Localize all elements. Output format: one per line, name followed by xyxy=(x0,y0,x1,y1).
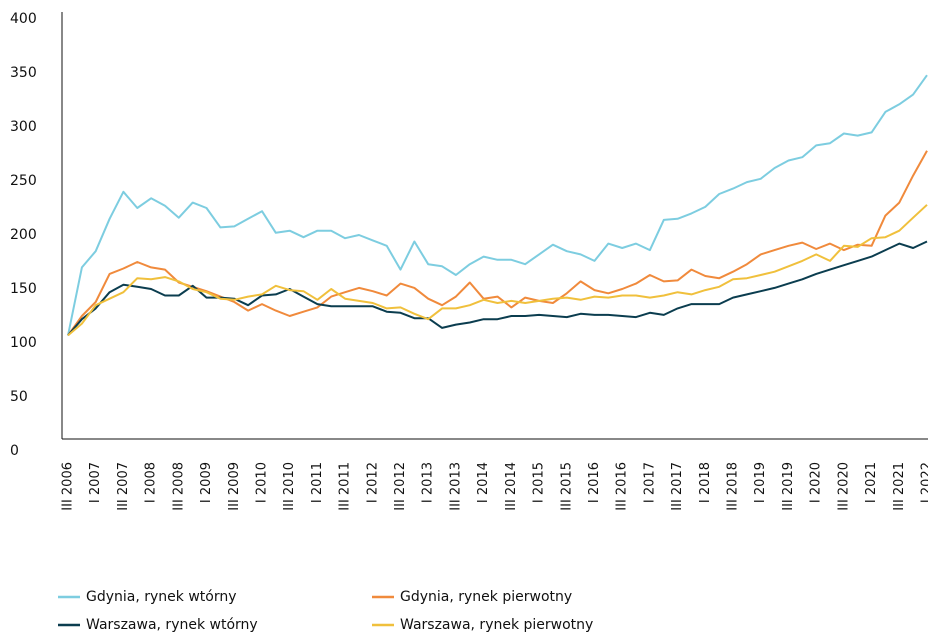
y-tick-label: 350 xyxy=(10,65,37,81)
x-tick-label: III 2015 xyxy=(559,462,574,511)
x-tick-label: III 2021 xyxy=(892,462,907,511)
x-tick-label: III 2016 xyxy=(615,462,630,511)
x-tick-label: I 2013 xyxy=(421,462,436,503)
x-tick-label: I 2017 xyxy=(642,462,657,503)
x-tick-label: I 2016 xyxy=(587,462,602,503)
x-tick-label: I 2019 xyxy=(753,462,768,503)
x-tick-label: III 2014 xyxy=(504,462,519,511)
x-tick-label: III 2019 xyxy=(781,462,796,511)
x-tick-label: III 2007 xyxy=(116,462,131,511)
x-tick-label: III 2020 xyxy=(836,462,851,511)
x-tick-label: I 2012 xyxy=(365,462,380,503)
x-tick-label: III 2012 xyxy=(393,462,408,511)
x-tick-label: III 2018 xyxy=(726,462,741,511)
legend-label: Gdynia, rynek pierwotny xyxy=(400,589,572,605)
x-tick-label: III 2013 xyxy=(448,462,463,511)
y-tick-label: 100 xyxy=(10,335,37,351)
legend-label: Warszawa, rynek wtórny xyxy=(86,617,258,633)
x-tick-label: I 2015 xyxy=(532,462,547,503)
x-tick-label: I 2008 xyxy=(144,462,159,503)
x-tick-label: III 2010 xyxy=(282,462,297,511)
y-tick-label: 0 xyxy=(10,443,19,459)
x-tick-label: III 2011 xyxy=(338,462,353,511)
x-tick-label: I 2010 xyxy=(254,462,269,503)
x-tick-label: III 2006 xyxy=(61,462,76,511)
y-tick-label: 250 xyxy=(10,173,37,189)
y-tick-label: 50 xyxy=(10,389,28,405)
x-tick-label: III 2017 xyxy=(670,462,685,511)
series-line xyxy=(67,150,928,336)
y-tick-label: 150 xyxy=(10,281,37,297)
x-tick-label: I 2021 xyxy=(864,462,879,503)
x-tick-label: I 2007 xyxy=(88,462,103,503)
y-tick-label: 300 xyxy=(10,119,37,135)
series-line xyxy=(67,240,928,337)
x-tick-label: I 2022 xyxy=(920,462,928,503)
series-line xyxy=(67,204,928,337)
x-tick-label: I 2014 xyxy=(476,462,491,503)
y-tick-label: 400 xyxy=(10,11,37,27)
y-tick-label: 200 xyxy=(10,227,37,243)
legend-label: Gdynia, rynek wtórny xyxy=(86,589,237,605)
x-tick-label: I 2020 xyxy=(809,462,824,503)
x-tick-label: III 2008 xyxy=(171,462,186,511)
x-tick-label: III 2009 xyxy=(227,462,242,511)
series-line xyxy=(67,74,928,336)
x-tick-label: I 2018 xyxy=(698,462,713,503)
legend-label: Warszawa, rynek pierwotny xyxy=(400,617,593,633)
x-tick-label: I 2009 xyxy=(199,462,214,503)
x-tick-label: I 2011 xyxy=(310,462,325,503)
